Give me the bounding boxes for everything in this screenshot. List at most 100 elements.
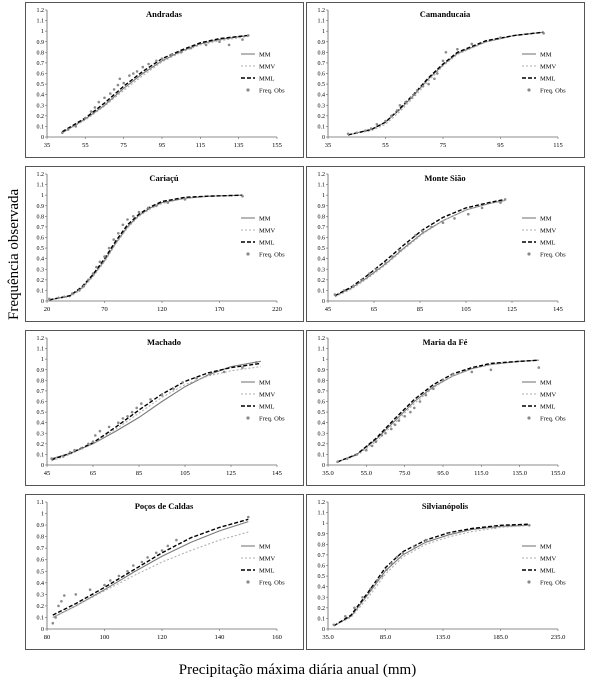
- observed-point: [398, 248, 401, 252]
- observed-point: [376, 579, 379, 582]
- legend-label: Freq. Obs: [259, 416, 285, 423]
- observed-point: [112, 238, 115, 241]
- y-tick-label: 0.3: [37, 592, 45, 598]
- observed-point: [346, 132, 350, 136]
- observed-point: [160, 549, 164, 552]
- y-tick-label: 0.1: [37, 288, 45, 294]
- y-tick-label: 0.9: [318, 204, 326, 210]
- observed-point: [395, 109, 399, 112]
- y-tick-label: 0.9: [318, 532, 326, 538]
- y-tick-label: 0.5: [318, 246, 326, 252]
- observed-point: [241, 38, 244, 41]
- x-tick-label: 45: [44, 470, 51, 477]
- legend-label: MML: [259, 76, 275, 83]
- y-tick-label: 0.2: [37, 442, 45, 448]
- y-tick-label: 0.3: [37, 103, 45, 109]
- x-tick-label: 135.0: [512, 470, 527, 477]
- y-tick-label: 0.8: [37, 50, 45, 56]
- x-tick-label: 65: [90, 470, 97, 477]
- y-tick-label: 0.4: [318, 421, 326, 427]
- observed-point: [427, 82, 430, 86]
- observed-point: [166, 201, 170, 204]
- y-tick-label: 0.5: [318, 410, 326, 416]
- x-tick-label: 20: [44, 306, 51, 313]
- legend-swatch-obs: [527, 416, 531, 420]
- y-tick-label: 0.5: [318, 574, 326, 580]
- legend-label: Freq. Obs: [540, 580, 566, 587]
- observed-point: [456, 47, 459, 51]
- y-tick-label: 0.7: [37, 225, 45, 231]
- y-tick-label: 0.3: [318, 595, 326, 601]
- legend-label: MM: [259, 380, 271, 387]
- legend-label: MML: [540, 76, 556, 83]
- observed-point: [91, 272, 95, 275]
- chart-panel: 0 0.1 0.2 0.3 0.4 0.5 0.6 0.7 0.8 0.9 1 1.1 80 100 120…: [25, 494, 304, 650]
- observed-point: [390, 427, 393, 431]
- x-tick-label: 155: [272, 142, 282, 149]
- observed-point: [375, 123, 379, 126]
- x-tick-label: 115: [196, 142, 206, 149]
- y-tick-label: 1: [41, 512, 44, 518]
- observed-point: [117, 574, 121, 578]
- y-tick-label: 0.2: [318, 278, 326, 284]
- observed-point: [390, 562, 393, 565]
- legend-label: MM: [540, 216, 552, 223]
- x-tick-label: 85: [417, 306, 424, 313]
- observed-point: [227, 43, 231, 47]
- legend-swatch-obs: [246, 252, 250, 256]
- y-tick-label: 0.2: [318, 442, 326, 448]
- observed-point: [66, 128, 70, 131]
- y-tick-label: 1: [41, 29, 44, 35]
- legend-label: MMV: [259, 556, 276, 563]
- y-tick-label: 0: [41, 627, 44, 633]
- y-tick-label: 0.1: [318, 452, 326, 458]
- observed-point: [344, 615, 347, 618]
- y-tick-label: 0.9: [37, 204, 45, 210]
- observed-point: [166, 544, 170, 548]
- x-tick-label: 75: [440, 142, 447, 149]
- x-tick-label: 55: [82, 142, 89, 149]
- y-tick-label: 0.7: [318, 225, 326, 231]
- observed-point: [141, 65, 145, 69]
- observed-point: [424, 538, 428, 542]
- observed-point: [365, 448, 368, 452]
- y-tick-label: 0.9: [37, 523, 45, 529]
- y-tick-label: 0.2: [318, 114, 326, 120]
- y-tick-label: 0: [322, 135, 325, 141]
- chart-title: Cariaçú: [149, 173, 179, 183]
- observed-point: [433, 77, 436, 81]
- observed-point: [172, 387, 175, 391]
- observed-point: [98, 260, 102, 264]
- panel-frame: [306, 166, 585, 322]
- y-tick-label: 0.5: [37, 569, 45, 575]
- series-line-mml: [334, 198, 506, 297]
- x-tick-label: 220: [272, 306, 282, 313]
- y-tick-label: 0.4: [37, 581, 45, 587]
- x-tick-label: 155.0: [551, 470, 566, 477]
- observed-point: [418, 400, 422, 403]
- observed-point: [528, 524, 531, 527]
- observed-point: [401, 551, 405, 555]
- observed-point: [54, 616, 57, 619]
- observed-point: [97, 100, 101, 104]
- legend-label: MML: [540, 240, 556, 247]
- y-tick-label: 0: [41, 299, 44, 305]
- observed-point: [369, 127, 373, 130]
- x-tick-label: 65: [371, 306, 378, 313]
- observed-point: [254, 361, 258, 364]
- observed-point: [370, 444, 374, 448]
- y-tick-label: 0.5: [37, 246, 45, 252]
- chart-panel: 0 0.1 0.2 0.3 0.4 0.5 0.6 0.7 0.8 0.9 1 1.1 1.2 35 55 7…: [25, 2, 304, 158]
- y-tick-label: 0.5: [37, 410, 45, 416]
- y-tick-label: 0.4: [318, 585, 326, 591]
- y-tick-label: 0.6: [37, 236, 45, 242]
- observed-point: [80, 446, 83, 450]
- observed-point: [95, 265, 98, 269]
- y-tick-label: 0.8: [318, 542, 326, 548]
- x-tick-label: 120: [157, 634, 167, 641]
- observed-point: [470, 370, 474, 374]
- observed-point: [403, 415, 407, 418]
- y-tick-label: 0: [41, 463, 44, 469]
- legend-label: Freq. Obs: [259, 580, 285, 587]
- observed-point: [444, 51, 448, 54]
